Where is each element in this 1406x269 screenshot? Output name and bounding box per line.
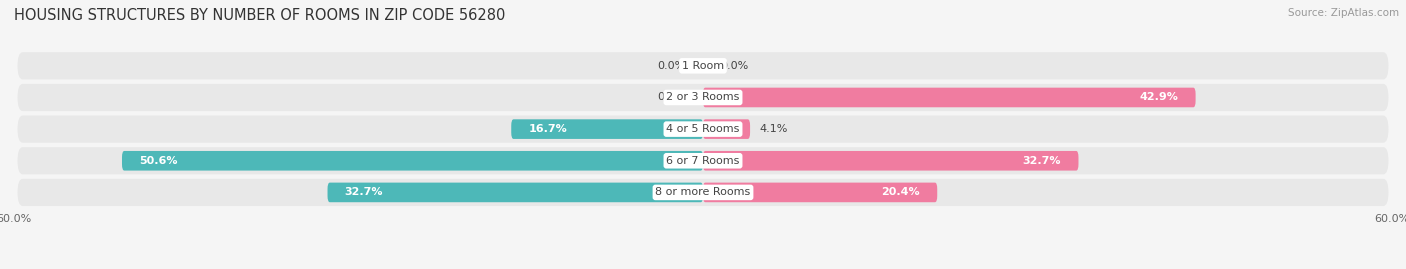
FancyBboxPatch shape xyxy=(17,84,1389,111)
FancyBboxPatch shape xyxy=(703,88,1195,107)
Text: 2 or 3 Rooms: 2 or 3 Rooms xyxy=(666,93,740,102)
FancyBboxPatch shape xyxy=(328,183,703,202)
Text: 4 or 5 Rooms: 4 or 5 Rooms xyxy=(666,124,740,134)
FancyBboxPatch shape xyxy=(122,151,703,171)
Text: 0.0%: 0.0% xyxy=(658,93,686,102)
Text: 0.0%: 0.0% xyxy=(720,61,748,71)
FancyBboxPatch shape xyxy=(17,115,1389,143)
Text: 16.7%: 16.7% xyxy=(529,124,567,134)
FancyBboxPatch shape xyxy=(17,52,1389,79)
Text: HOUSING STRUCTURES BY NUMBER OF ROOMS IN ZIP CODE 56280: HOUSING STRUCTURES BY NUMBER OF ROOMS IN… xyxy=(14,8,505,23)
FancyBboxPatch shape xyxy=(17,147,1389,174)
Text: 50.6%: 50.6% xyxy=(139,156,177,166)
FancyBboxPatch shape xyxy=(703,183,938,202)
Text: 6 or 7 Rooms: 6 or 7 Rooms xyxy=(666,156,740,166)
Text: 0.0%: 0.0% xyxy=(658,61,686,71)
FancyBboxPatch shape xyxy=(512,119,703,139)
FancyBboxPatch shape xyxy=(17,179,1389,206)
Text: 20.4%: 20.4% xyxy=(882,187,920,197)
Text: 32.7%: 32.7% xyxy=(1022,156,1062,166)
Text: 8 or more Rooms: 8 or more Rooms xyxy=(655,187,751,197)
Text: 4.1%: 4.1% xyxy=(759,124,787,134)
Text: 42.9%: 42.9% xyxy=(1139,93,1178,102)
Text: 32.7%: 32.7% xyxy=(344,187,384,197)
Text: 1 Room: 1 Room xyxy=(682,61,724,71)
Text: Source: ZipAtlas.com: Source: ZipAtlas.com xyxy=(1288,8,1399,18)
FancyBboxPatch shape xyxy=(703,151,1078,171)
FancyBboxPatch shape xyxy=(703,119,749,139)
